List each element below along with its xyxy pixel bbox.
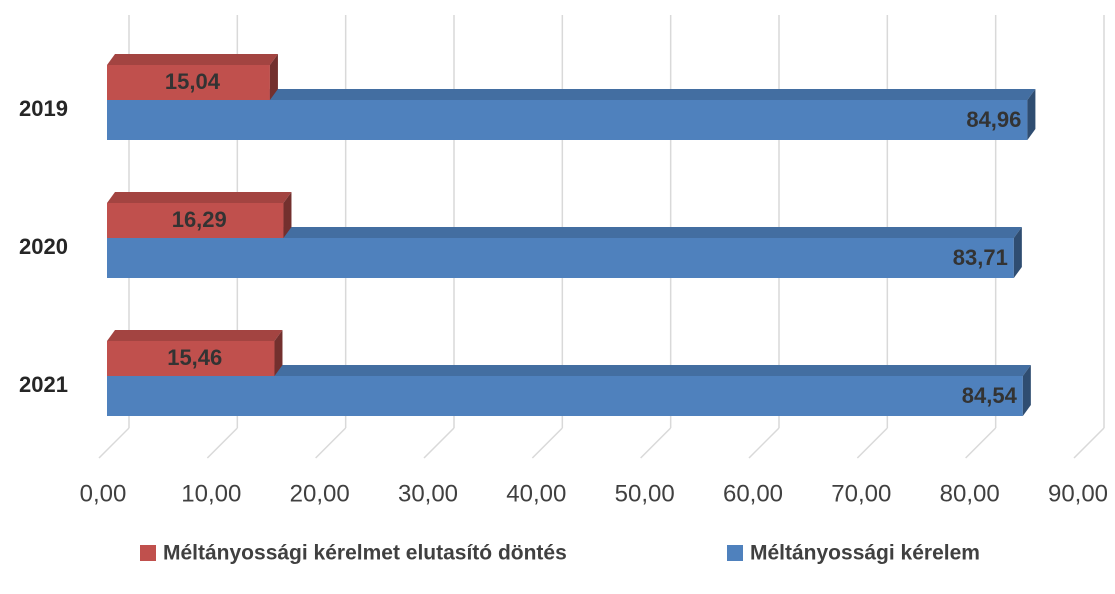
bar <box>107 341 275 376</box>
grid-line <box>1073 427 1105 459</box>
x-tick-label: 60,00 <box>723 480 783 507</box>
legend-swatch <box>727 545 743 561</box>
x-tick-label: 10,00 <box>181 480 241 507</box>
value-label: 15,46 <box>167 345 222 370</box>
x-tick-label: 90,00 <box>1048 480 1108 507</box>
bar <box>107 65 270 100</box>
x-tick-label: 20,00 <box>290 480 350 507</box>
bar-top <box>107 54 278 65</box>
x-tick-label: 40,00 <box>506 480 566 507</box>
bar <box>107 203 284 238</box>
grid-line <box>423 427 455 459</box>
y-tick-label: 2020 <box>19 234 68 259</box>
grid-line <box>315 427 347 459</box>
value-label: 84,54 <box>962 383 1018 408</box>
bar-top <box>107 227 1022 238</box>
grid-line <box>206 427 238 459</box>
value-label: 83,71 <box>953 245 1008 270</box>
grid-line <box>748 427 780 459</box>
bar-side <box>269 54 278 100</box>
bar-side <box>274 330 283 376</box>
legend-swatch <box>140 545 156 561</box>
grid-line <box>531 427 563 459</box>
value-label: 16,29 <box>172 207 227 232</box>
x-tick-label: 50,00 <box>615 480 675 507</box>
grid-line <box>965 427 997 459</box>
legend-label: Méltányossági kérelem <box>750 542 980 565</box>
bar <box>107 376 1023 416</box>
bar-top <box>107 330 283 341</box>
grid-line <box>98 427 130 459</box>
y-tick-label: 2019 <box>19 96 68 121</box>
legend-label: Méltányossági kérelmet elutasító döntés <box>163 542 567 565</box>
bar-top <box>107 365 1031 376</box>
grid-line <box>640 427 672 459</box>
bar-top <box>107 89 1036 100</box>
bar-side <box>1013 227 1022 278</box>
x-tick-label: 30,00 <box>398 480 458 507</box>
x-tick-label: 0,00 <box>80 480 127 507</box>
bar-side <box>283 192 292 238</box>
y-tick-label: 2021 <box>19 372 68 397</box>
grid-line <box>856 427 888 459</box>
bar-side <box>1022 365 1031 416</box>
x-tick-label: 80,00 <box>940 480 1000 507</box>
x-tick-label: 70,00 <box>831 480 891 507</box>
bar-side <box>1027 89 1036 140</box>
value-label: 84,96 <box>966 107 1021 132</box>
bar-top <box>107 192 292 203</box>
value-label: 15,04 <box>165 69 221 94</box>
bar <box>107 100 1028 140</box>
bar <box>107 238 1014 278</box>
